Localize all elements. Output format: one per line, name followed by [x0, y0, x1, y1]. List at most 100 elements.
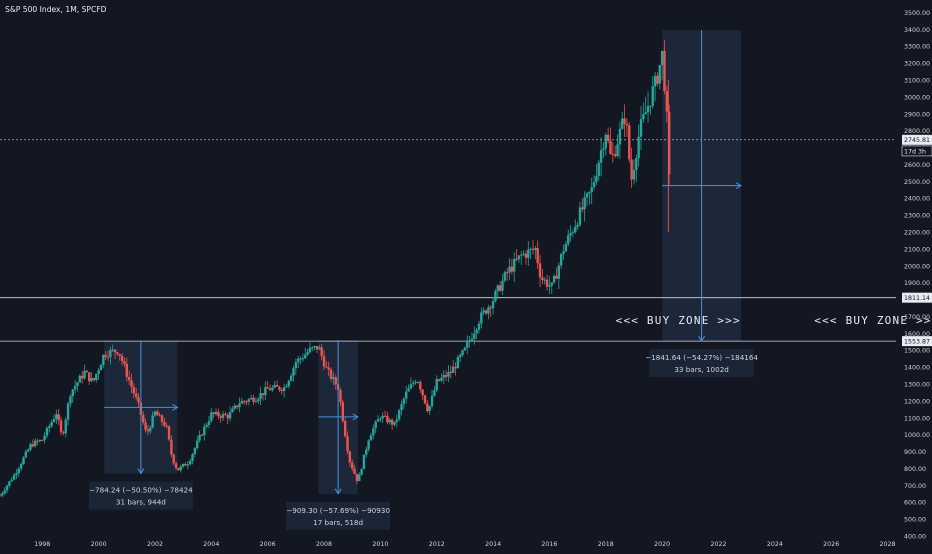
candle-body[interactable]: [132, 386, 136, 394]
candle-body[interactable]: [242, 401, 246, 403]
candle-body[interactable]: [111, 349, 114, 351]
candle-body[interactable]: [83, 370, 86, 379]
candle-body[interactable]: [226, 415, 229, 419]
candle-body[interactable]: [454, 366, 457, 369]
candle-body[interactable]: [325, 366, 328, 368]
candle-body[interactable]: [447, 371, 450, 377]
candle-body[interactable]: [484, 310, 488, 314]
candle-body[interactable]: [557, 265, 561, 279]
candle-body[interactable]: [435, 379, 438, 391]
candle-body[interactable]: [304, 354, 307, 359]
candle-body[interactable]: [658, 65, 661, 84]
candle-body[interactable]: [381, 415, 384, 419]
candle-body[interactable]: [477, 323, 481, 330]
candle-body[interactable]: [482, 310, 485, 313]
candle-body[interactable]: [151, 415, 154, 428]
candle-body[interactable]: [430, 395, 434, 407]
candle-body[interactable]: [264, 387, 267, 396]
candle-body[interactable]: [393, 421, 396, 425]
candle-body[interactable]: [548, 285, 551, 287]
candle-body[interactable]: [85, 370, 89, 373]
candle-body[interactable]: [564, 243, 568, 252]
candle-body[interactable]: [498, 285, 502, 291]
candle-body[interactable]: [487, 307, 490, 314]
candle-body[interactable]: [127, 376, 131, 381]
candle-body[interactable]: [508, 266, 511, 273]
measure-2020-2022-info-box[interactable]: [649, 349, 754, 378]
candle-body[interactable]: [609, 140, 612, 154]
candle-body[interactable]: [412, 383, 415, 385]
candle-body[interactable]: [120, 355, 124, 362]
candle-body[interactable]: [395, 419, 399, 422]
candle-body[interactable]: [289, 375, 293, 381]
candle-body[interactable]: [41, 439, 44, 441]
candle-body[interactable]: [637, 136, 640, 159]
candle-body[interactable]: [116, 352, 119, 355]
candle-body[interactable]: [308, 347, 312, 353]
candle-body[interactable]: [405, 391, 408, 399]
candle-body[interactable]: [567, 235, 570, 244]
candle-body[interactable]: [618, 128, 622, 145]
candle-body[interactable]: [165, 425, 168, 427]
candle-body[interactable]: [200, 434, 204, 436]
candle-body[interactable]: [15, 473, 18, 475]
candle-body[interactable]: [536, 248, 539, 264]
candle-body[interactable]: [235, 405, 239, 408]
candle-body[interactable]: [45, 427, 49, 436]
candle-body[interactable]: [604, 134, 607, 149]
candle-body[interactable]: [69, 396, 72, 404]
candle-body[interactable]: [628, 125, 631, 160]
candle-body[interactable]: [99, 365, 103, 371]
candle-body[interactable]: [348, 451, 352, 463]
candle-body[interactable]: [64, 419, 67, 434]
candle-body[interactable]: [423, 395, 427, 404]
candle-body[interactable]: [421, 389, 424, 396]
candle-body[interactable]: [632, 169, 636, 180]
candle-body[interactable]: [113, 349, 117, 353]
candle-body[interactable]: [12, 474, 16, 480]
candle-body[interactable]: [109, 350, 112, 358]
candle-body[interactable]: [339, 389, 342, 403]
candle-body[interactable]: [144, 422, 147, 430]
candle-body[interactable]: [510, 266, 514, 272]
candle-body[interactable]: [372, 428, 375, 436]
candle-body[interactable]: [193, 448, 197, 455]
candle-body[interactable]: [179, 466, 182, 471]
candle-body[interactable]: [142, 414, 145, 423]
candle-body[interactable]: [428, 406, 431, 411]
candle-body[interactable]: [538, 263, 542, 278]
candle-body[interactable]: [210, 412, 213, 422]
candle-body[interactable]: [224, 413, 227, 416]
candle-body[interactable]: [578, 207, 582, 225]
candle-body[interactable]: [397, 410, 401, 420]
candle-body[interactable]: [400, 404, 403, 411]
candle-body[interactable]: [184, 463, 187, 466]
candle-body[interactable]: [534, 248, 537, 250]
candle-body[interactable]: [531, 248, 535, 250]
candle-body[interactable]: [221, 413, 225, 418]
candle-body[interactable]: [635, 158, 638, 170]
candle-body[interactable]: [611, 153, 615, 155]
candle-body[interactable]: [653, 75, 657, 87]
candle-body[interactable]: [576, 224, 579, 227]
candle-body[interactable]: [503, 272, 507, 281]
candle-body[interactable]: [17, 468, 20, 474]
candle-body[interactable]: [160, 415, 164, 422]
candle-body[interactable]: [102, 354, 105, 366]
candle-body[interactable]: [419, 382, 422, 390]
candle-body[interactable]: [285, 386, 288, 388]
candle-body[interactable]: [322, 356, 326, 367]
candle-body[interactable]: [78, 375, 82, 383]
candle-body[interactable]: [245, 401, 248, 403]
candle-body[interactable]: [203, 426, 206, 436]
candle-body[interactable]: [1, 493, 4, 496]
candle-body[interactable]: [365, 449, 368, 455]
candle-body[interactable]: [73, 386, 77, 390]
candle-body[interactable]: [318, 347, 321, 350]
candle-body[interactable]: [219, 416, 222, 418]
candle-body[interactable]: [137, 397, 140, 403]
candle-body[interactable]: [494, 291, 497, 302]
candle-body[interactable]: [360, 469, 363, 475]
candle-body[interactable]: [123, 361, 126, 364]
